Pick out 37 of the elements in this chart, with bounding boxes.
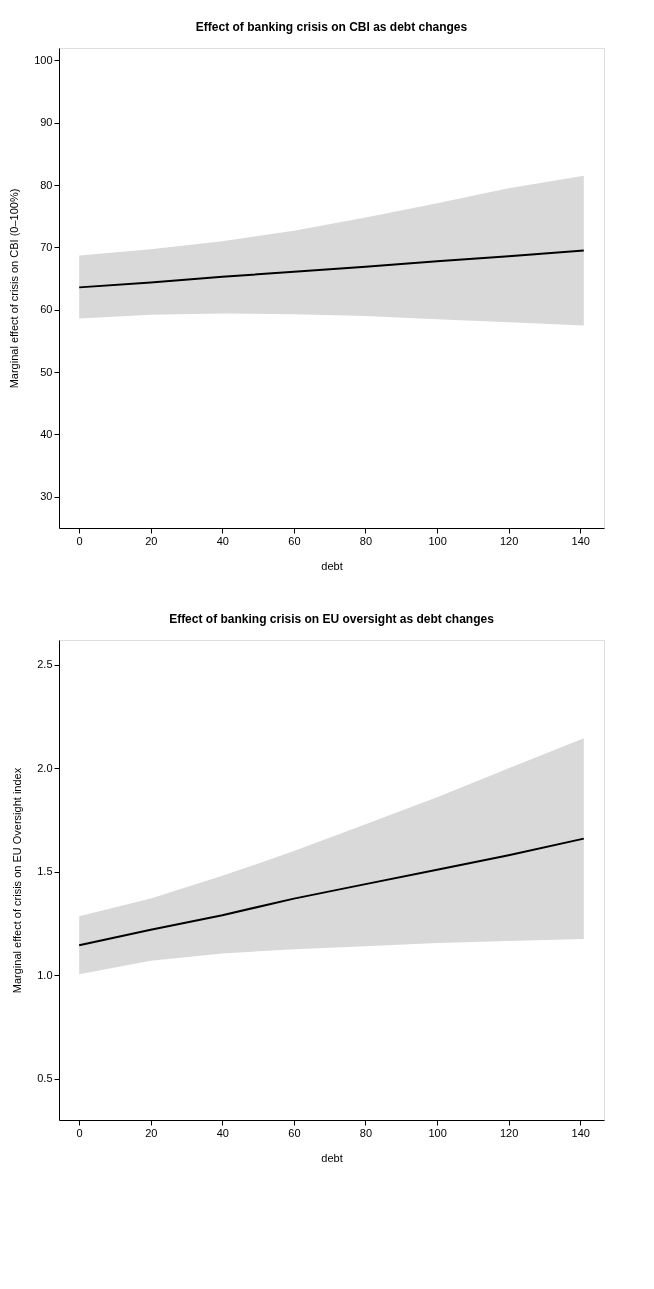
x-tick-label: 0	[76, 534, 83, 547]
chart-title: Effect of banking crisis on EU oversight as debt changes	[169, 612, 495, 626]
y-axis-title: Marginal effect of crisis on EU Oversight index	[11, 767, 24, 994]
chart-title: Effect of banking crisis on CBI as debt changes	[195, 20, 468, 34]
y-axis-title: Marginal effect of crisis on CBI (0–100%)	[8, 188, 21, 389]
x-tick-label: 100	[428, 534, 447, 547]
x-tick-label: 140	[571, 1126, 590, 1139]
x-tick-label: 20	[145, 1126, 158, 1139]
x-tick-label: 120	[499, 534, 519, 547]
y-tick-label: 40	[40, 427, 53, 440]
x-tick-label: 100	[428, 1126, 447, 1139]
line-series	[78, 249, 585, 289]
y-tick-label: 70	[40, 240, 53, 253]
y-tick-label: 2.0	[37, 761, 53, 774]
x-tick-label: 20	[145, 534, 158, 547]
x-tick-label: 40	[216, 534, 229, 547]
x-tick-label: 140	[571, 534, 590, 547]
x-axis-title: debt	[321, 559, 343, 572]
x-tick-label: 60	[288, 534, 301, 547]
x-tick-label: 60	[288, 1126, 301, 1139]
line-series	[78, 837, 585, 947]
y-tick-label: 2.5	[37, 658, 53, 671]
y-tick-label: 1.0	[37, 968, 53, 981]
x-tick-label: 0	[76, 1126, 83, 1139]
x-axis-title: debt	[321, 1151, 343, 1164]
y-tick-label: 0.5	[37, 1072, 53, 1085]
y-tick-label: 100	[34, 53, 53, 66]
y-tick-label: 90	[40, 116, 53, 129]
x-tick-label: 40	[216, 1126, 229, 1139]
y-tick-label: 60	[40, 303, 53, 316]
y-tick-label: 50	[40, 365, 53, 378]
x-tick-label: 120	[499, 1126, 519, 1139]
y-tick-label: 30	[40, 490, 53, 503]
x-tick-label: 80	[359, 534, 373, 547]
y-tick-label: 1.5	[37, 865, 53, 878]
x-tick-label: 80	[359, 1126, 373, 1139]
y-tick-label: 80	[40, 178, 53, 191]
